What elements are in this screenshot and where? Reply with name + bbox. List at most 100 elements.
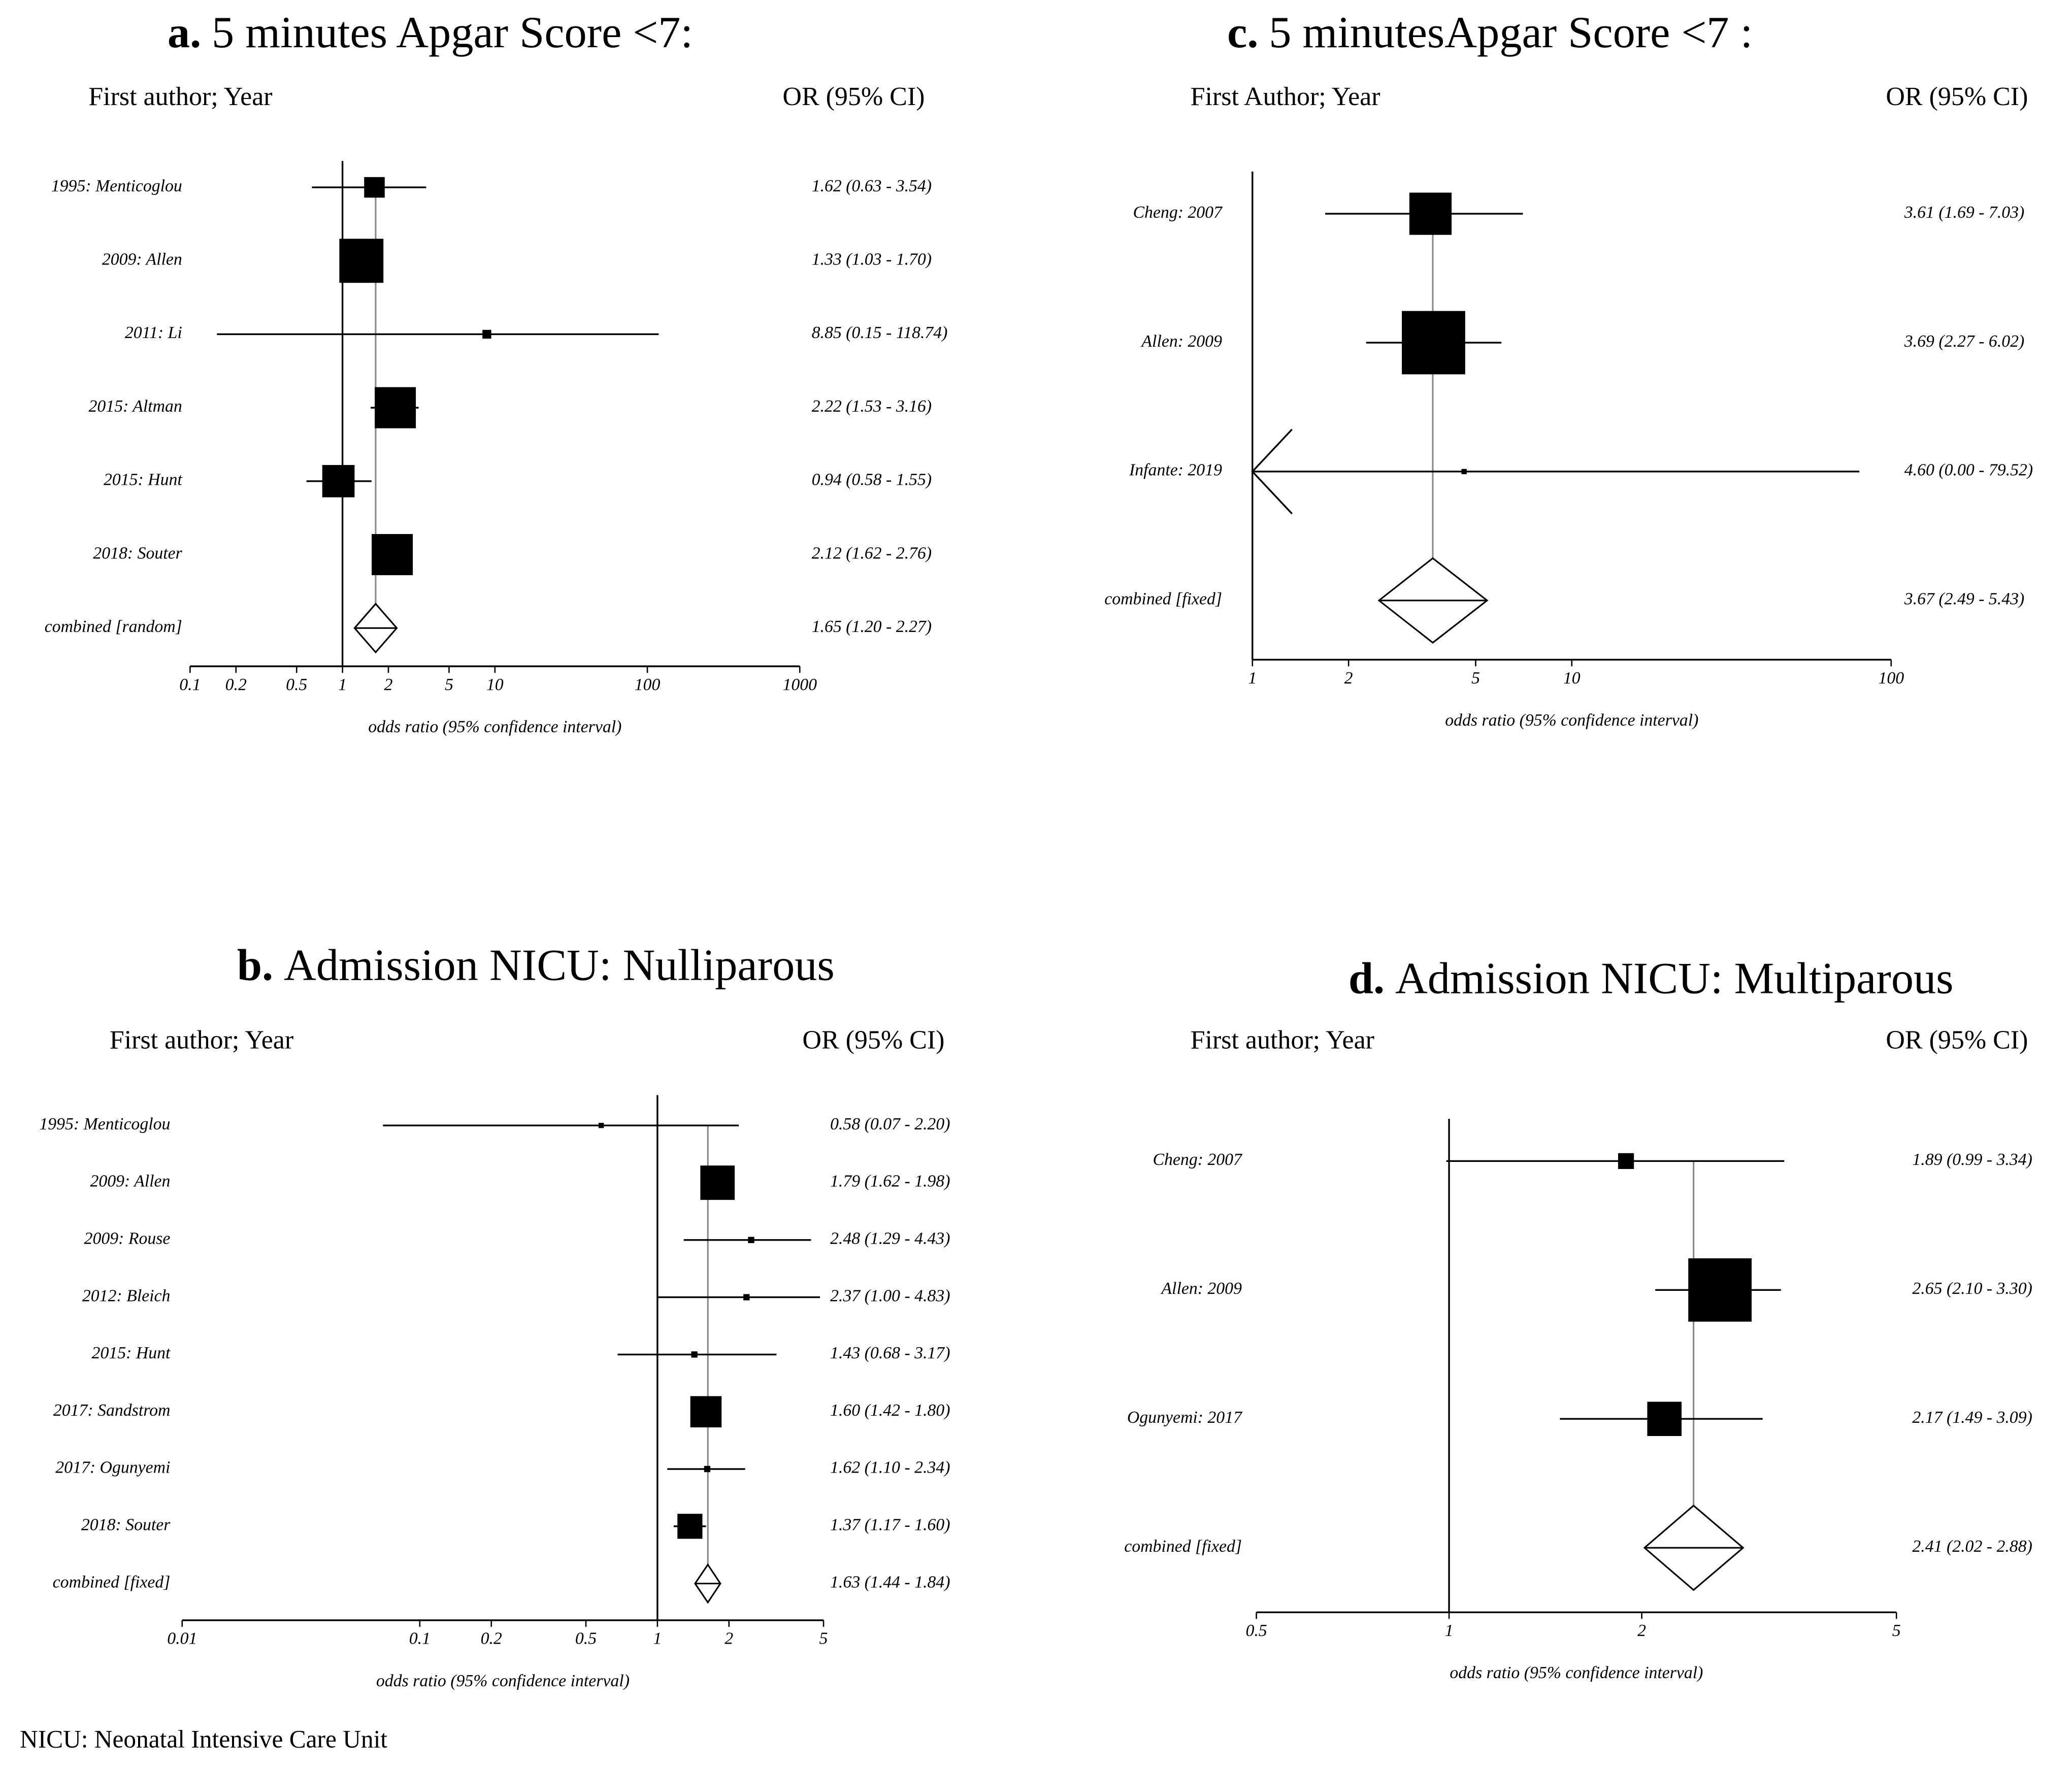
value-label: 4.60 (0.00 - 79.52) (1904, 461, 2033, 480)
value-label: 1.89 (0.99 - 3.34) (1912, 1150, 2032, 1169)
x-tick-label: 5 (445, 675, 453, 694)
x-tick-label: 5 (1892, 1621, 1901, 1640)
x-tick-label: 2 (725, 1629, 733, 1648)
value-label: 3.61 (1.69 - 7.03) (1904, 203, 2024, 222)
panel-label: a. (168, 8, 201, 57)
column-header: OR (95% CI) (782, 82, 925, 111)
point-box (1402, 311, 1465, 375)
x-tick-label: 1 (1445, 1621, 1454, 1640)
column-header: OR (95% CI) (802, 1025, 944, 1054)
study-label: Ogunyemi: 2017 (1127, 1408, 1243, 1427)
value-label: 0.58 (0.07 - 2.20) (830, 1115, 950, 1133)
x-tick-label: 10 (1563, 669, 1581, 687)
value-label: 2.37 (1.00 - 4.83) (830, 1286, 950, 1305)
point-box (375, 387, 416, 428)
x-tick-label: 1 (338, 675, 347, 694)
point-box (364, 177, 385, 198)
column-header: First author; Year (1191, 1025, 1374, 1054)
x-tick-label: 0.2 (225, 675, 247, 694)
title-text: Admission NICU: Multiparous (1395, 954, 1954, 1004)
value-label: 0.94 (0.58 - 1.55) (812, 471, 932, 489)
value-label: 1.63 (1.44 - 1.84) (830, 1573, 950, 1591)
study-label: 2017: Sandstrom (53, 1401, 171, 1420)
panel-title: a. 5 minutes Apgar Score <7: (168, 8, 693, 57)
value-label: 2.17 (1.49 - 3.09) (1912, 1408, 2032, 1427)
x-axis-label: odds ratio (95% confidence interval) (1445, 711, 1698, 730)
point-box (677, 1514, 703, 1539)
point-box (743, 1294, 750, 1300)
study-label: 2015: Hunt (92, 1344, 171, 1362)
study-label: 2015: Altman (89, 397, 182, 416)
point-box (372, 534, 413, 576)
x-tick-label: 100 (1878, 669, 1904, 687)
x-axis-label: odds ratio (95% confidence interval) (1450, 1663, 1703, 1682)
study-label: combined [fixed] (1104, 590, 1222, 609)
x-tick-label: 0.5 (575, 1629, 597, 1648)
footnote: NICU: Neonatal Intensive Care Unit (20, 1725, 387, 1753)
study-label: combined [fixed] (53, 1573, 171, 1591)
study-label: 1995: Menticoglou (51, 177, 182, 195)
study-label: Allen: 2009 (1140, 332, 1222, 351)
x-tick-label: 0.5 (1245, 1621, 1267, 1640)
study-label: Cheng: 2007 (1153, 1150, 1243, 1169)
value-label: 3.69 (2.27 - 6.02) (1904, 332, 2024, 351)
study-label: 2015: Hunt (104, 471, 183, 489)
value-label: 1.65 (1.20 - 2.27) (812, 617, 932, 636)
x-tick-label: 1 (653, 1629, 662, 1648)
point-box (1409, 192, 1452, 235)
point-box (598, 1122, 604, 1128)
ci-arrow (1251, 428, 1293, 515)
panel-label: c. (1227, 8, 1258, 57)
point-box (700, 1165, 735, 1200)
study-label: 2009: Allen (102, 250, 182, 269)
study-label: 2009: Allen (90, 1172, 170, 1191)
x-tick-label: 1 (1248, 669, 1257, 687)
value-label: 2.41 (2.02 - 2.88) (1912, 1537, 2032, 1556)
value-label: 2.65 (2.10 - 3.30) (1912, 1279, 2032, 1298)
point-box (482, 329, 491, 339)
study-label: 2018: Souter (81, 1516, 171, 1535)
point-box (691, 1351, 698, 1358)
title-text: 5 minutes Apgar Score <7: (212, 8, 693, 57)
x-tick-label: 1000 (782, 675, 817, 694)
point-box (748, 1237, 754, 1243)
x-tick-label: 100 (635, 675, 661, 694)
study-label: combined [fixed] (1124, 1537, 1242, 1556)
panel-label: b. (237, 941, 273, 990)
x-tick-label: 2 (1344, 669, 1353, 687)
value-label: 8.85 (0.15 - 118.74) (812, 323, 948, 342)
study-label: combined [random] (45, 617, 182, 636)
x-tick-label: 2 (384, 675, 393, 694)
study-label: Allen: 2009 (1160, 1279, 1242, 1298)
x-tick-label: 5 (819, 1629, 828, 1648)
study-label: 2018: Souter (93, 544, 182, 562)
title-text: Admission NICU: Nulliparous (284, 941, 835, 990)
panel-title: b. Admission NICU: Nulliparous (237, 941, 835, 990)
value-label: 1.62 (1.10 - 2.34) (830, 1458, 950, 1477)
value-label: 2.48 (1.29 - 4.43) (830, 1229, 950, 1248)
point-box (1618, 1153, 1634, 1169)
x-tick-label: 10 (486, 675, 504, 694)
study-label: 1995: Menticoglou (39, 1115, 170, 1133)
study-label: 2012: Bleich (82, 1286, 171, 1305)
column-header: First author; Year (110, 1025, 293, 1054)
column-header: OR (95% CI) (1886, 1025, 2028, 1054)
point-box (704, 1465, 711, 1473)
point-box (339, 239, 384, 283)
x-axis-label: odds ratio (95% confidence interval) (368, 718, 621, 737)
x-tick-label: 5 (1471, 669, 1480, 687)
title-text: 5 minutesApgar Score <7 : (1269, 8, 1753, 57)
column-header: First Author; Year (1191, 82, 1380, 111)
value-label: 2.12 (1.62 - 2.76) (812, 544, 932, 562)
value-label: 1.79 (1.62 - 1.98) (830, 1172, 950, 1191)
column-header: OR (95% CI) (1886, 82, 2028, 111)
point-box (1688, 1258, 1752, 1322)
study-label: 2017: Ogunyemi (55, 1458, 170, 1477)
x-tick-label: 2 (1637, 1621, 1646, 1640)
value-label: 1.33 (1.03 - 1.70) (812, 250, 932, 269)
x-axis-label: odds ratio (95% confidence interval) (376, 1672, 630, 1690)
study-label: Cheng: 2007 (1133, 203, 1224, 222)
point-box (1461, 469, 1467, 475)
study-label: 2009: Rouse (84, 1229, 171, 1248)
